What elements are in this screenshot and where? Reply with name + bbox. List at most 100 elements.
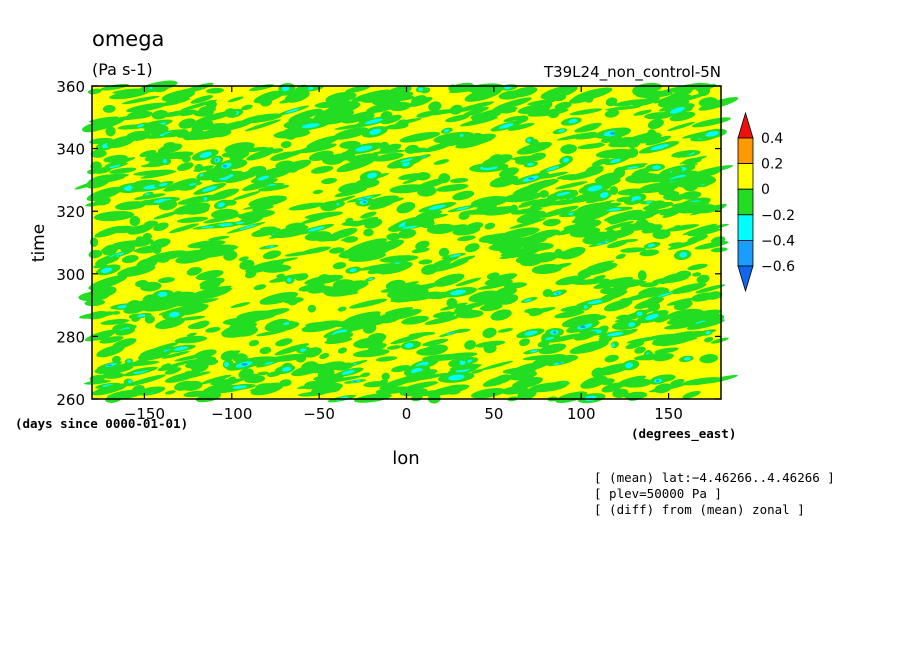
field-blob-strong-negative <box>636 311 643 317</box>
field-blob-negative <box>489 175 519 188</box>
field-blob-negative <box>377 312 403 324</box>
field-blob-negative <box>591 367 605 378</box>
field-blob-negative <box>633 353 672 361</box>
field-blob-negative <box>386 233 401 241</box>
field-blob-negative <box>490 309 512 321</box>
field-blob-negative <box>407 291 441 302</box>
field-blob-negative <box>191 125 201 134</box>
field-blob-strong-negative <box>349 268 357 273</box>
field-blob-negative <box>121 255 139 264</box>
field-blob-negative <box>575 133 604 140</box>
field-blob-negative <box>244 119 282 132</box>
field-blob-stronger-negative <box>267 246 271 248</box>
field-blob-negative <box>703 313 725 323</box>
field-blob-negative <box>669 111 696 122</box>
y-tick-label: 280 <box>56 328 85 346</box>
field-blob-negative <box>304 381 319 389</box>
field-blob-negative <box>179 110 192 116</box>
field-blob-negative <box>692 272 702 277</box>
field-blob-negative <box>250 382 284 396</box>
field-blob-negative <box>666 314 698 325</box>
field-blob-negative <box>205 326 221 333</box>
field-blob-negative <box>419 389 448 397</box>
field-blob-negative <box>519 338 531 347</box>
field-blob-negative <box>645 135 672 146</box>
field-blob-negative <box>433 311 456 319</box>
field-blob-negative <box>311 364 330 373</box>
field-blob-negative <box>423 141 454 153</box>
field-blob-strong-negative <box>282 366 292 372</box>
field-blob-negative <box>561 313 602 328</box>
field-blob-negative <box>694 241 729 250</box>
field-blob-negative <box>387 345 402 350</box>
field-blob-negative <box>400 369 438 384</box>
field-blob-negative <box>379 255 419 263</box>
field-blob-negative <box>332 262 347 270</box>
x-tick-label: 50 <box>484 405 503 423</box>
field-blob-negative <box>94 256 120 266</box>
field-blob-negative <box>455 277 482 287</box>
field-blob-negative <box>319 353 330 360</box>
field-blob-negative <box>200 287 232 300</box>
field-blob-negative <box>167 359 197 368</box>
field-blob-negative <box>459 116 499 127</box>
field-blob-negative <box>90 149 107 158</box>
field-blob-negative <box>484 222 496 230</box>
field-blob-strong-negative <box>355 145 373 152</box>
field-blob-negative <box>241 104 253 111</box>
field-blob-negative <box>497 328 514 333</box>
field-blob-strong-negative <box>203 197 208 201</box>
field-blob-negative <box>364 218 383 229</box>
field-blob-negative <box>175 303 209 313</box>
field-blob-strong-negative <box>456 206 470 211</box>
field-blob-strong-negative <box>199 151 212 158</box>
field-blob-negative <box>528 382 568 393</box>
field-blob-negative <box>597 177 621 186</box>
field-blob-negative <box>484 273 518 286</box>
field-blob-strong-negative <box>444 129 450 133</box>
field-blob-negative <box>710 337 729 344</box>
field-blob-negative <box>284 250 317 257</box>
field-blob-negative <box>415 240 430 250</box>
field-blob-negative <box>115 328 135 336</box>
field-blob-negative <box>513 361 549 373</box>
field-blob-negative <box>241 319 259 324</box>
field-blob-negative <box>324 285 360 297</box>
field-blob-negative <box>275 160 295 170</box>
note-lat-mean: [ (mean) lat:−4.46266..4.46266 ] <box>594 470 835 485</box>
field-blob-negative <box>345 85 371 93</box>
field-blob-strong-negative <box>285 108 300 114</box>
field-blob-strong-negative <box>281 85 290 92</box>
field-blob-negative <box>349 298 388 309</box>
field-blob-strong-negative <box>670 106 685 114</box>
field-blob-negative <box>106 389 145 400</box>
field-blob-negative <box>401 315 429 325</box>
field-blob-negative <box>639 249 660 257</box>
field-blob-negative <box>452 225 481 236</box>
field-blob-negative <box>651 335 693 347</box>
field-blob-negative <box>307 304 316 313</box>
field-blob-negative <box>357 263 396 271</box>
colorbar-label: −0.4 <box>761 233 795 249</box>
field-blob-strong-negative <box>341 370 355 375</box>
field-blob-negative <box>633 109 652 116</box>
plot-area <box>74 80 739 404</box>
field-blob-negative <box>275 338 293 347</box>
colorbar-label: 0 <box>761 182 770 198</box>
field-blob-negative <box>248 195 288 208</box>
field-blob-negative <box>654 383 673 394</box>
field-blob-negative <box>602 150 612 155</box>
field-blob-negative <box>262 250 282 260</box>
field-blob-negative <box>162 130 189 138</box>
field-blob-negative <box>150 256 164 263</box>
field-blob-negative <box>195 270 224 281</box>
field-blob-negative <box>696 274 710 284</box>
field-blob-strong-negative <box>558 129 565 133</box>
note-zonal-diff: [ (diff) from (mean) zonal ] <box>594 502 805 517</box>
field-blob-negative <box>415 172 431 181</box>
field-blob-negative <box>283 117 315 129</box>
field-blob-negative <box>313 373 343 382</box>
field-blob-negative <box>567 168 604 181</box>
field-blob-negative <box>288 108 323 122</box>
field-blob-negative <box>172 291 185 301</box>
